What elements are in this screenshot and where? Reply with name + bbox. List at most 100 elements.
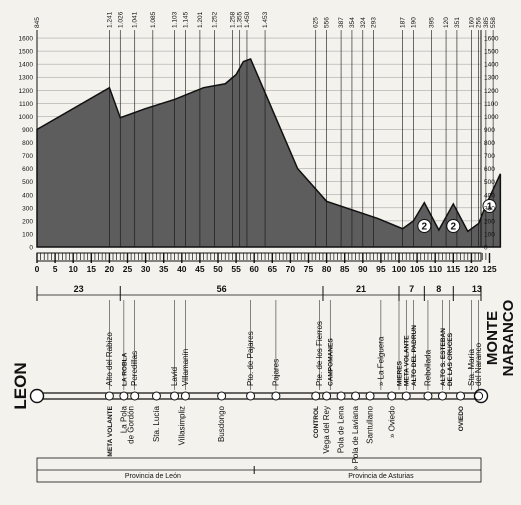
route-town-marker	[336, 391, 346, 401]
km-tick-label: 50	[213, 264, 223, 274]
summit-altitude-label: 160	[468, 17, 475, 28]
km-tick-label: 90	[358, 264, 368, 274]
place-label-above-route: Rebollada	[423, 349, 432, 386]
route-town-marker	[246, 391, 256, 401]
altitude-tick-label-right: 400	[484, 192, 495, 199]
place-label-below-route: Pola de Lena	[337, 405, 346, 453]
altitude-tick-label-left: 1200	[19, 88, 34, 95]
segment-distance-label: 7	[409, 284, 414, 294]
summit-altitude-label: 1.103	[172, 11, 179, 28]
route-start-marker	[29, 388, 45, 404]
route-town-marker	[180, 391, 190, 401]
finish-label-line2: NARANCO	[500, 299, 517, 376]
route-town-marker	[437, 391, 447, 401]
start-city-label: LEON	[11, 362, 30, 409]
km-tick-label: 35	[159, 264, 169, 274]
place-label-below-route: OVIEDO	[458, 406, 465, 431]
summit-altitude-label: 1.085	[150, 11, 157, 28]
route-town-marker	[170, 391, 180, 401]
km-tick-label: 115	[446, 264, 460, 274]
place-label-above-route: del Naranco	[474, 342, 483, 386]
altitude-tick-label-left: 800	[22, 140, 33, 147]
altitude-tick-label-left: 600	[22, 166, 33, 173]
place-label-above-route: ALTO S. ESTEBAN	[440, 328, 447, 386]
altitude-tick-label-right: 1600	[484, 36, 499, 43]
place-label-below-route: Vega del Rey	[322, 406, 331, 454]
province-asturias-label: Provincia de Asturias	[348, 473, 414, 480]
altitude-tick-label-left: 700	[22, 153, 33, 160]
place-label-above-route: ALTO DEL PADRUN	[411, 325, 418, 386]
climb-category-marker	[446, 219, 461, 233]
summit-altitude-label: 1.453	[262, 11, 269, 28]
summit-altitude-label: 1.252	[211, 11, 218, 28]
km-tick-label: 55	[231, 264, 241, 274]
summit-altitude-label: 385	[483, 17, 490, 28]
segment-distance-label: 8	[436, 284, 441, 294]
place-label-below-route: Villasimpliz	[177, 406, 186, 445]
summit-altitude-label: 556	[324, 17, 331, 28]
altitude-tick-label-left: 1100	[19, 101, 33, 108]
summit-altitude-label: 1.201	[197, 11, 204, 28]
altitude-tick-label-right: 1200	[484, 88, 499, 95]
place-label-above-route: Peredillas	[130, 351, 139, 386]
segment-distance-label: 56	[217, 284, 227, 294]
summit-altitude-label: 1.241	[106, 11, 113, 28]
route-town-marker	[104, 391, 114, 401]
altitude-tick-label-left: 0	[29, 245, 33, 252]
place-label-below-route: Busdongo	[217, 405, 226, 442]
altitude-tick-label-left: 1600	[19, 36, 34, 43]
route-town-marker	[401, 391, 411, 401]
altitude-tick-label-right: 0	[484, 245, 488, 252]
km-tick-label: 85	[340, 264, 350, 274]
segment-distance-label: 21	[356, 284, 366, 294]
segment-distance-label: 23	[74, 284, 84, 294]
place-label-above-route: LA ROBLA	[121, 352, 128, 386]
km-tick-label: 0	[35, 264, 40, 274]
km-ruler-frame	[36, 252, 482, 262]
altitude-tick-label-right: 900	[484, 127, 495, 134]
place-label-below-route: Sta. Lucía	[152, 405, 161, 442]
km-tick-label: 125	[482, 264, 496, 274]
climb-category-label: 1	[487, 202, 493, 213]
summit-altitude-label: 387	[338, 17, 345, 28]
summit-altitude-label: 1.450	[244, 11, 251, 28]
summit-altitude-label: 395	[429, 17, 436, 28]
route-town-marker	[387, 391, 397, 401]
climb-category-marker	[417, 219, 432, 233]
route-town-marker	[271, 391, 281, 401]
km-tick-label: 105	[410, 264, 424, 274]
place-label-above-route: Alto del Rabizo	[105, 332, 114, 386]
summit-altitude-label: 845	[34, 17, 41, 28]
altitude-tick-label-right: 300	[484, 205, 495, 212]
km-tick-label: 45	[195, 264, 205, 274]
km-tick-label: 75	[304, 264, 314, 274]
km-tick-label: 95	[376, 264, 386, 274]
route-town-marker	[365, 391, 375, 401]
place-label-above-route: » La Felguera	[376, 336, 385, 386]
place-label-above-route: DE LAS CRUCES	[447, 332, 454, 386]
place-label-above-route: Pto. de Pajares	[246, 331, 255, 386]
summit-altitude-label: 1.026	[117, 11, 124, 28]
km-tick-label: 110	[428, 264, 442, 274]
km-tick-label: 20	[105, 264, 115, 274]
route-town-marker	[474, 391, 484, 401]
place-label-above-route: CAMPOMANES	[328, 338, 335, 386]
place-label-above-route: Sta. María	[467, 349, 476, 386]
summit-altitude-label: 351	[454, 17, 461, 28]
province-leon-label: Provincia de León	[125, 473, 181, 480]
route-town-marker	[423, 391, 433, 401]
place-label-above-route: Pajares	[271, 359, 280, 386]
route-town-marker	[151, 391, 161, 401]
summit-altitude-label: 1.041	[132, 11, 139, 28]
route-town-marker	[130, 391, 140, 401]
place-label-below-route: CONTROL	[313, 406, 320, 438]
summit-altitude-label: 558	[490, 17, 497, 28]
altitude-tick-label-right: 1000	[484, 114, 499, 121]
altitude-tick-label-right: 1100	[484, 101, 498, 108]
km-tick-label: 65	[268, 264, 278, 274]
summit-altitude-label: 324	[360, 17, 367, 28]
altitude-tick-label-right: 600	[484, 166, 495, 173]
route-town-marker	[456, 391, 466, 401]
